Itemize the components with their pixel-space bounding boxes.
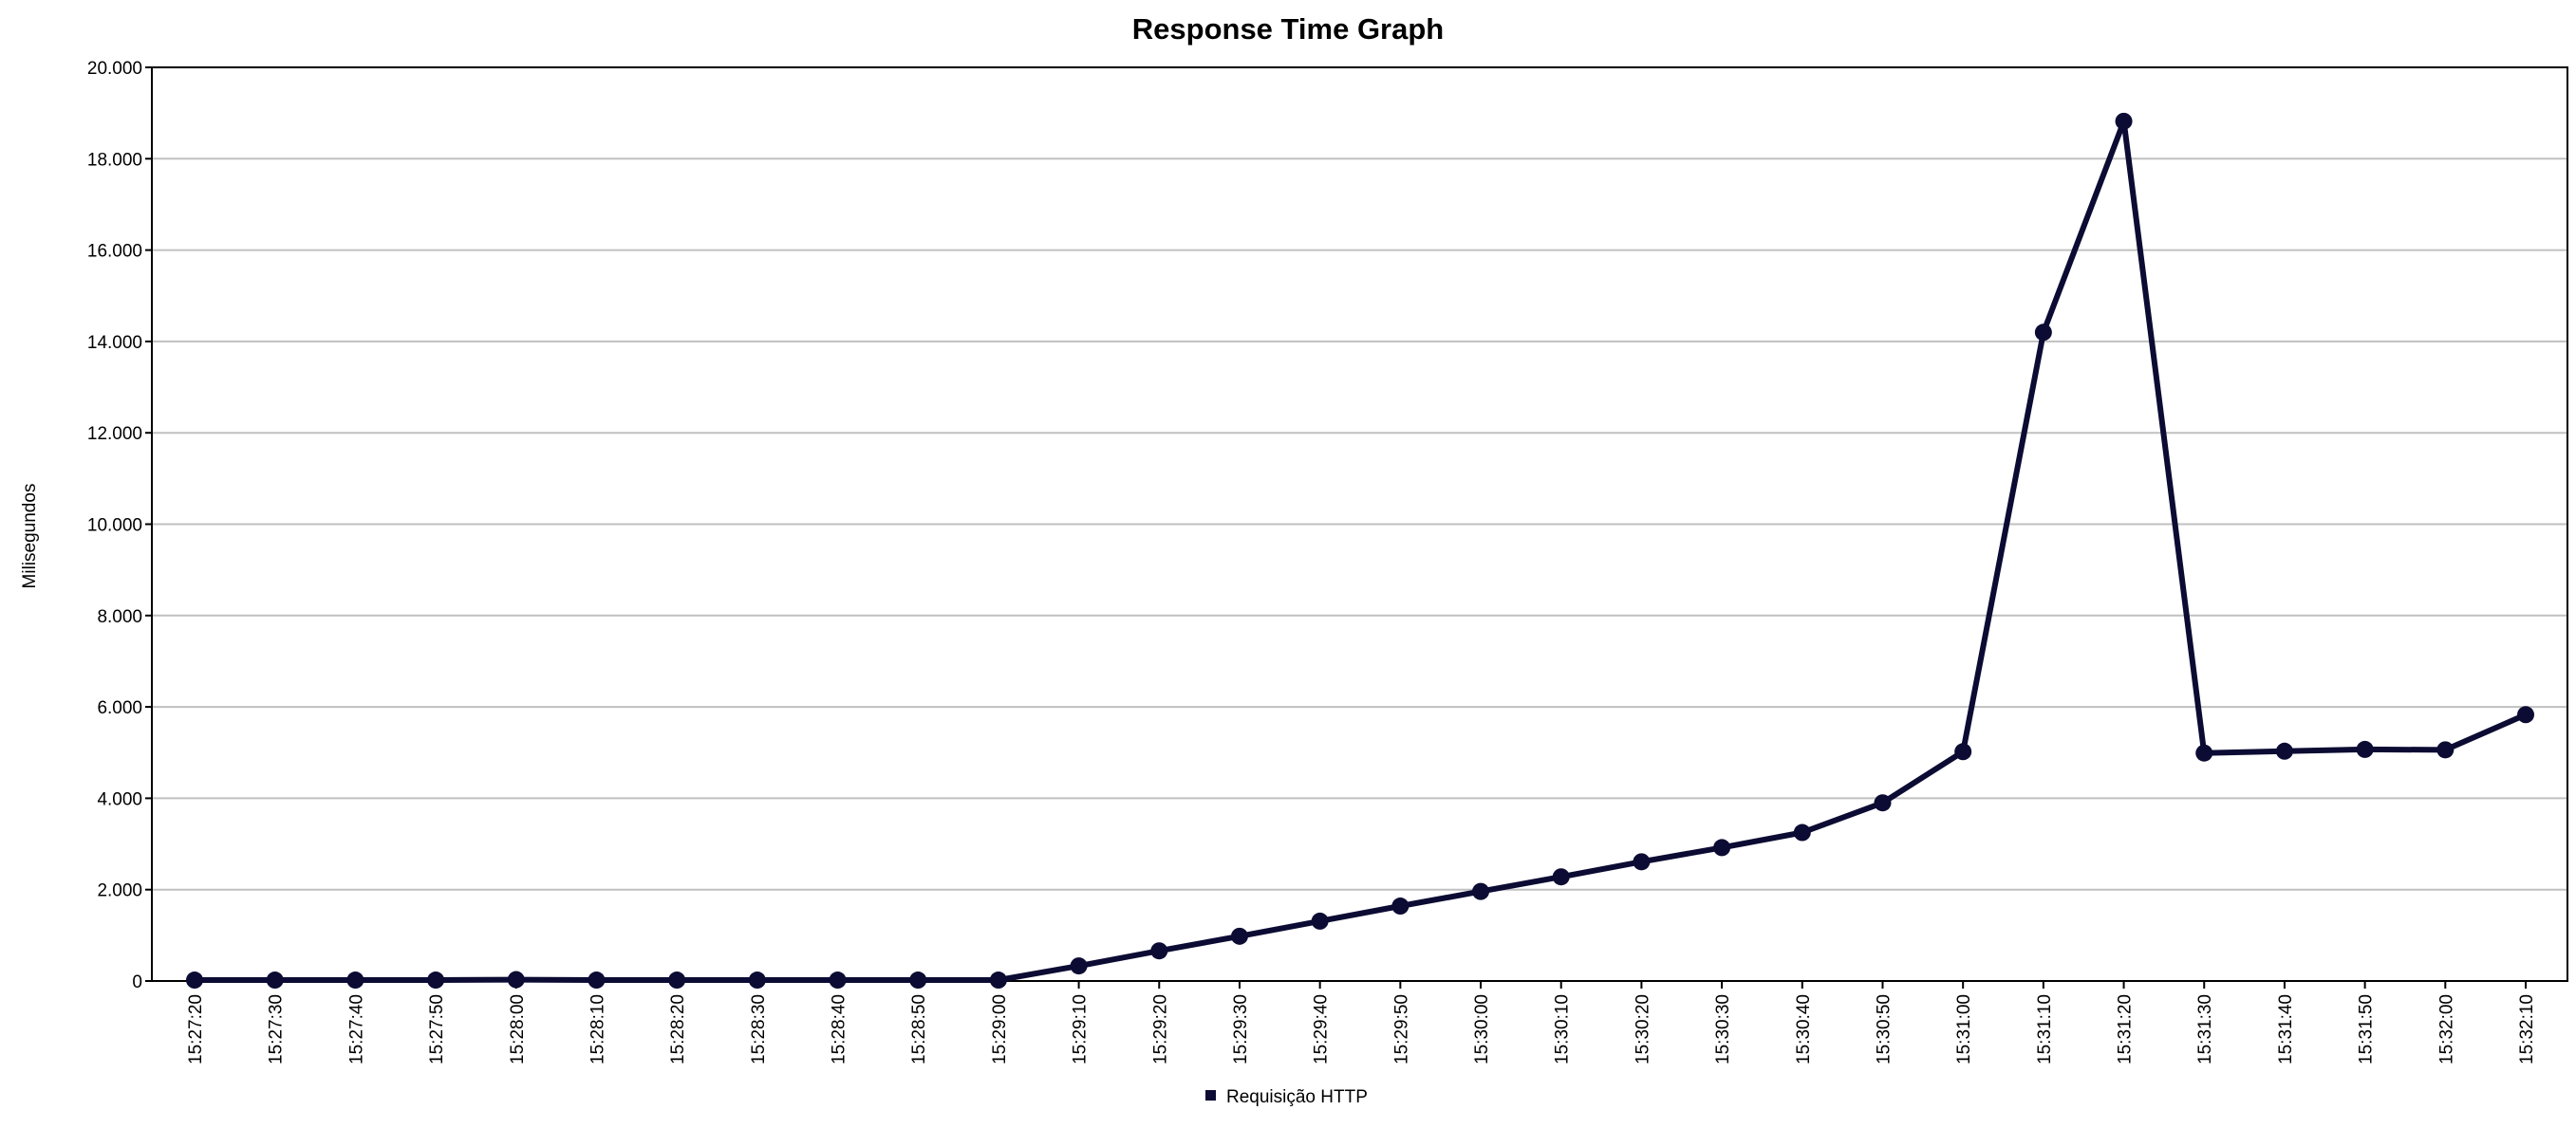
y-tick-label: 14.000: [87, 333, 142, 353]
data-point: [1874, 794, 1892, 812]
data-point: [2195, 744, 2213, 762]
data-point: [2115, 112, 2133, 130]
data-point: [507, 971, 525, 989]
legend-swatch: [1205, 1090, 1216, 1101]
y-axis-ticks: 0 2.000 4.000 6.000 8.000 10.000 12.000 14.000 1…: [87, 59, 152, 992]
x-tick-label: 15:29:50: [1391, 994, 1411, 1064]
x-tick-label: 15:28:40: [830, 994, 849, 1064]
y-tick-label: 18.000: [87, 150, 142, 170]
x-tick-label: 15:28:50: [909, 994, 929, 1064]
data-point: [266, 972, 284, 990]
data-point: [1150, 942, 1168, 960]
x-tick-label: 15:32:00: [2436, 994, 2456, 1064]
data-point: [829, 972, 847, 990]
y-tick-label: 10.000: [87, 516, 142, 536]
x-tick-label: 15:30:30: [1713, 994, 1733, 1064]
data-point: [2517, 706, 2534, 724]
data-point: [1633, 853, 1651, 871]
data-point: [909, 972, 927, 990]
data-point: [1472, 882, 1490, 900]
y-axis-label: Milisegundos: [20, 484, 40, 589]
y-tick-label: 20.000: [87, 59, 142, 79]
data-point: [2356, 740, 2374, 758]
x-tick-label: 15:30:20: [1633, 994, 1652, 1064]
data-point: [1070, 957, 1088, 975]
data-point: [1391, 898, 1409, 916]
data-point: [588, 972, 606, 990]
data-point: [186, 972, 203, 990]
y-tick-label: 6.000: [97, 698, 142, 718]
data-point: [346, 972, 364, 990]
y-tick-label: 4.000: [97, 789, 142, 809]
y-tick-label: 12.000: [87, 424, 142, 444]
x-tick-label: 15:31:40: [2276, 994, 2296, 1064]
grid-lines: [152, 157, 2567, 891]
x-axis-ticks: 15:27:20 15:27:30 15:27:40 15:27:50 15:28:00…: [186, 981, 2537, 1064]
x-tick-label: 15:27:50: [427, 994, 447, 1064]
legend: Requisição HTTP: [1205, 1087, 1368, 1107]
x-tick-label: 15:28:30: [749, 994, 769, 1064]
x-tick-label: 15:29:00: [990, 994, 1010, 1064]
x-tick-label: 15:28:20: [668, 994, 688, 1064]
x-tick-label: 15:27:20: [186, 994, 206, 1064]
x-tick-label: 15:28:00: [508, 994, 528, 1064]
x-tick-label: 15:31:20: [2116, 994, 2136, 1064]
x-tick-label: 15:29:40: [1312, 994, 1332, 1064]
data-point: [2034, 324, 2052, 342]
x-tick-label: 15:29:20: [1150, 994, 1170, 1064]
data-point: [427, 972, 445, 990]
data-point: [748, 972, 766, 990]
y-tick-label: 2.000: [97, 881, 142, 901]
data-point: [1552, 868, 1570, 886]
x-tick-label: 15:27:30: [267, 994, 287, 1064]
data-point: [668, 972, 686, 990]
data-point: [2275, 742, 2293, 760]
plot-area-border: [151, 66, 2568, 982]
data-point: [1230, 927, 1248, 945]
x-tick-label: 15:28:10: [588, 994, 607, 1064]
x-tick-label: 15:30:40: [1794, 994, 1814, 1064]
data-point: [1311, 912, 1329, 930]
x-tick-label: 15:30:50: [1874, 994, 1894, 1064]
x-tick-label: 15:29:10: [1071, 994, 1091, 1064]
data-point: [2436, 741, 2455, 759]
x-tick-label: 15:29:30: [1231, 994, 1251, 1064]
data-point: [1954, 743, 1972, 761]
series-line: [195, 118, 2528, 983]
x-tick-label: 15:31:50: [2357, 994, 2377, 1064]
x-tick-label: 15:31:00: [1954, 994, 1974, 1064]
data-point: [1713, 839, 1731, 857]
x-tick-label: 15:30:00: [1472, 994, 1492, 1064]
x-tick-label: 15:30:10: [1553, 994, 1573, 1064]
x-tick-label: 15:32:10: [2517, 994, 2537, 1064]
chart-title: Response Time Graph: [1132, 12, 1444, 46]
legend-label: Requisição HTTP: [1226, 1087, 1368, 1107]
x-tick-label: 15:27:40: [346, 994, 366, 1064]
y-tick-label: 16.000: [87, 242, 142, 262]
y-tick-label: 8.000: [97, 607, 142, 627]
data-point: [1793, 824, 1811, 842]
x-tick-label: 15:31:30: [2195, 994, 2215, 1064]
y-tick-label: 0: [132, 972, 142, 992]
x-tick-label: 15:31:10: [2035, 994, 2055, 1064]
series-layer: [186, 112, 2534, 990]
data-point: [989, 972, 1007, 990]
